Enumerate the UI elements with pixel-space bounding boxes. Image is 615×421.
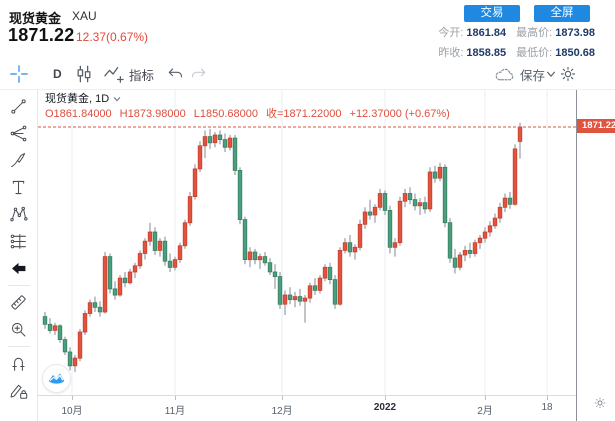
candle-style-icon[interactable] (74, 58, 94, 90)
chevron-down-icon (113, 96, 121, 102)
brush-tool[interactable] (5, 147, 33, 174)
zoom-in-tool[interactable] (5, 316, 33, 343)
measure-ruler-tool[interactable] (5, 289, 33, 316)
time-axis-label: 11月 (164, 406, 186, 417)
lock-drawings-tool[interactable] (5, 377, 33, 404)
interval-select[interactable]: D (53, 67, 62, 81)
crosshair-icon[interactable] (6, 58, 32, 90)
cloud-save-icon (495, 68, 514, 80)
legend-low: L1850.68000 (193, 108, 258, 120)
time-axis-tick (72, 396, 73, 400)
time-axis-tick (385, 396, 386, 400)
symbol-code: XAU (72, 9, 97, 23)
logo-icon (48, 373, 65, 384)
legend-ohlc-values: O1861.84000 H1873.98000 L1850.68000 收=1871.… (45, 107, 458, 121)
gann-fib-tool[interactable] (5, 120, 33, 147)
session-stats: 今开: 1861.84 最高价: 1873.98 昨收: 1858.85 最低价: 18… (428, 24, 595, 64)
time-axis-label: 12月 (271, 406, 293, 417)
stat-prev-close: 昨收: 1858.85 (438, 47, 507, 59)
time-axis-label: 2月 (477, 406, 493, 417)
price-axis[interactable]: 1871.22 (576, 90, 615, 421)
sidebar-divider (7, 285, 30, 286)
chart-legend: 现货黄金, 1D O1861.84000 H1873.98000 L1850.680… (45, 92, 458, 121)
undo-icon[interactable] (166, 58, 184, 90)
candlestick-chart[interactable] (38, 90, 576, 395)
chevron-down-icon[interactable] (545, 58, 557, 90)
sidebar-divider (7, 346, 30, 347)
indicators-icon (104, 67, 124, 83)
axis-settings-gear-icon[interactable] (593, 396, 607, 415)
chart-toolbar: D 指标 保存 (0, 58, 615, 90)
time-axis[interactable]: 10月 11月 12月 2022 2月 18 (38, 395, 576, 421)
symbol-name: 现货黄金 (9, 11, 62, 26)
stat-low: 最低价: 1850.68 (516, 47, 595, 59)
magnet-mode-tool[interactable] (5, 350, 33, 377)
drawing-toolbar (0, 90, 38, 421)
hide-drawings-arrow[interactable] (5, 255, 33, 282)
legend-change: +12.37000 (+0.67%) (349, 108, 450, 120)
header: 现货黄金 XAU 交易 全屏 1871.22 12.37(0.67%) 今开: 1… (0, 0, 615, 59)
xabcd-pattern-tool[interactable] (5, 201, 33, 228)
legend-close: 收=1871.22000 (265, 108, 342, 120)
legend-open: O1861.84000 (45, 108, 112, 120)
legend-high: H1873.98000 (119, 108, 186, 120)
trade-button[interactable]: 交易 (464, 5, 520, 22)
redo-icon[interactable] (190, 58, 208, 90)
save-button[interactable]: 保存 (494, 58, 545, 90)
time-axis-label: 18 (541, 402, 553, 413)
stat-high: 最高价: 1873.98 (516, 27, 595, 39)
indicators-button[interactable]: 指标 (103, 58, 154, 90)
provider-logo[interactable] (42, 364, 71, 393)
last-price: 1871.22 (8, 25, 75, 45)
trend-line-tool[interactable] (5, 93, 33, 120)
settings-gear-icon[interactable] (559, 58, 577, 90)
legend-series-title[interactable]: 现货黄金, 1D (45, 92, 458, 106)
time-axis-label: 2022 (373, 402, 397, 413)
fullscreen-button[interactable]: 全屏 (534, 5, 590, 22)
header-buttons: 交易 全屏 (464, 5, 590, 22)
last-price-axis-label: 1871.22 (577, 119, 615, 133)
projection-tool[interactable] (5, 228, 33, 255)
time-axis-label: 10月 (61, 406, 83, 417)
time-axis-tick (547, 396, 548, 400)
time-axis-tick (485, 396, 486, 400)
chart-pane[interactable]: 现货黄金, 1D O1861.84000 H1873.98000 L1850.680… (38, 90, 576, 395)
price-change: 12.37(0.67%) (76, 30, 149, 44)
text-tool[interactable] (5, 174, 33, 201)
stat-open: 今开: 1861.84 (438, 27, 507, 39)
time-axis-tick (282, 396, 283, 400)
time-axis-tick (175, 396, 176, 400)
